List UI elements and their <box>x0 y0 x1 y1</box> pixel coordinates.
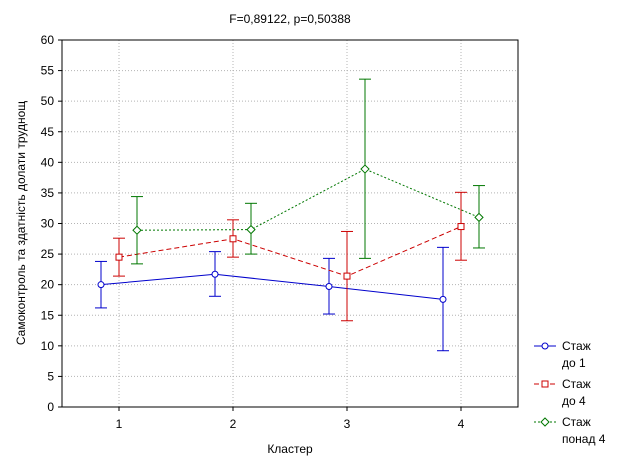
y-tick-label: 30 <box>41 217 55 231</box>
y-tick-label: 25 <box>41 247 55 261</box>
y-tick-label: 10 <box>41 339 55 353</box>
legend: Стаж до 1 Стаж до 4 Стаж понад 4 <box>534 339 606 446</box>
y-tick-label: 0 <box>47 400 54 414</box>
legend-entry-3: Стаж понад 4 <box>534 415 606 446</box>
data-point <box>115 253 123 261</box>
legend-label: до 1 <box>562 356 586 370</box>
data-point <box>229 235 237 243</box>
legend-label: Стаж <box>562 339 591 353</box>
legend-label: Стаж <box>562 377 591 391</box>
x-axis-label: Кластер <box>267 442 313 456</box>
y-tick-label: 20 <box>41 278 55 292</box>
legend-marker <box>541 342 549 350</box>
x-tick-label: 4 <box>458 417 465 431</box>
y-tick-label: 55 <box>41 64 55 78</box>
y-axis: 0 5 10 15 20 25 30 35 40 45 50 55 60 <box>41 33 62 414</box>
y-tick-label: 15 <box>41 308 55 322</box>
series-3 <box>131 78 485 265</box>
y-axis-label: Самоконтроль та здатність долати труднощ <box>14 101 28 345</box>
data-point <box>439 295 447 303</box>
data-point <box>132 225 142 235</box>
data-point <box>343 272 351 280</box>
legend-entry-2: Стаж до 4 <box>534 377 591 408</box>
y-tick-label: 35 <box>41 186 55 200</box>
legend-marker <box>540 417 550 427</box>
legend-entry-1: Стаж до 1 <box>534 339 591 370</box>
data-point <box>211 270 219 278</box>
data-point <box>457 223 465 231</box>
chart-title: F=0,89122, p=0,50388 <box>229 12 351 26</box>
series-line <box>118 226 462 277</box>
y-tick-label: 60 <box>41 33 55 47</box>
y-tick-label: 50 <box>41 94 55 108</box>
legend-marker <box>541 380 549 388</box>
data-point <box>97 281 105 289</box>
series-1 <box>95 246 449 352</box>
series-group <box>95 78 485 352</box>
legend-label: Стаж <box>562 415 591 429</box>
series-2 <box>113 191 467 322</box>
legend-label: понад 4 <box>562 432 606 446</box>
series-line <box>136 168 480 231</box>
x-tick-label: 1 <box>116 417 123 431</box>
data-point <box>246 224 256 235</box>
y-tick-label: 45 <box>41 125 55 139</box>
series-line <box>100 273 444 300</box>
y-tick-label: 40 <box>41 155 55 169</box>
y-tick-label: 5 <box>47 369 54 383</box>
data-point <box>474 212 484 223</box>
data-point <box>325 283 333 291</box>
x-axis: 1 2 3 4 <box>116 407 465 431</box>
data-point <box>360 164 370 174</box>
x-tick-label: 3 <box>344 417 351 431</box>
x-tick-label: 2 <box>230 417 237 431</box>
legend-label: до 4 <box>562 394 586 408</box>
